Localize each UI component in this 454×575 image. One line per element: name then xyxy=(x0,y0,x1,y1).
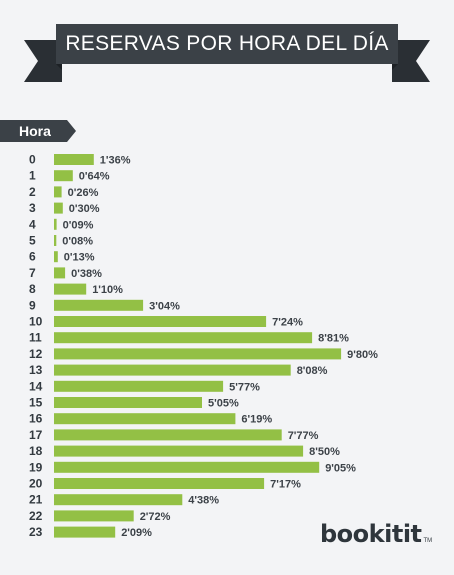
value-label: 6'19% xyxy=(241,414,272,426)
bar xyxy=(54,478,265,489)
ribbon-band xyxy=(56,24,398,64)
bar xyxy=(54,218,57,230)
value-label: 4'38% xyxy=(188,495,219,507)
category-label: 15 xyxy=(29,396,43,410)
category-label: 13 xyxy=(29,363,43,377)
category-label: 14 xyxy=(29,379,43,393)
value-label: 8'50% xyxy=(309,446,340,458)
bar xyxy=(54,348,342,360)
bar xyxy=(54,380,224,392)
category-label: 21 xyxy=(29,493,43,507)
bar xyxy=(54,251,58,263)
value-label: 3'04% xyxy=(149,300,180,312)
category-label: 2 xyxy=(29,185,36,199)
value-label: 8'08% xyxy=(297,365,328,377)
brand-name: bookitit xyxy=(320,520,422,548)
brand-logo: bookitit TM xyxy=(320,518,432,548)
bar xyxy=(54,397,202,408)
bar xyxy=(54,413,236,425)
ribbon-fold-left xyxy=(56,64,62,70)
value-label: 8'81% xyxy=(318,333,349,345)
bar xyxy=(54,494,183,506)
value-label: 2'09% xyxy=(121,527,152,539)
category-label: 7 xyxy=(29,266,36,280)
category-label: 18 xyxy=(29,444,43,458)
bar xyxy=(54,461,320,473)
ribbon-tail-left xyxy=(24,40,62,82)
value-label: 9'80% xyxy=(347,349,378,361)
bar xyxy=(54,154,94,165)
ribbon-tail-right xyxy=(392,40,430,82)
category-label: 1 xyxy=(29,169,36,183)
value-label: 1'36% xyxy=(100,155,131,167)
value-label: 0'13% xyxy=(64,252,95,264)
bar xyxy=(54,526,116,538)
value-label: 5'77% xyxy=(229,381,260,393)
value-label: 7'17% xyxy=(270,479,301,491)
bar xyxy=(54,267,66,279)
bar xyxy=(54,186,62,198)
chart-title: RESERVAS POR HORA DEL DÍA xyxy=(65,32,389,55)
category-label: 6 xyxy=(29,250,36,264)
value-label: 7'24% xyxy=(272,317,303,329)
category-label: 22 xyxy=(29,509,43,523)
category-label: 12 xyxy=(29,347,43,361)
axis-tag-label: Hora xyxy=(19,123,51,139)
value-label: 0'08% xyxy=(62,236,93,248)
bar xyxy=(54,332,313,344)
value-label: 0'30% xyxy=(69,203,100,215)
bar xyxy=(54,202,63,214)
bar xyxy=(54,445,304,457)
title-ribbon xyxy=(24,24,430,82)
value-label: 5'05% xyxy=(208,398,239,410)
category-label: 16 xyxy=(29,412,43,426)
bar xyxy=(54,170,73,182)
bar xyxy=(54,364,291,376)
category-label: 19 xyxy=(29,460,43,474)
value-label: 7'77% xyxy=(288,430,319,442)
bar xyxy=(54,316,267,327)
category-label: 17 xyxy=(29,428,43,442)
value-label: 0'26% xyxy=(68,187,99,199)
bar xyxy=(54,299,144,311)
value-label: 0'38% xyxy=(71,268,102,280)
value-label: 2'72% xyxy=(140,511,171,523)
category-label: 9 xyxy=(29,298,36,312)
value-label: 0'64% xyxy=(79,171,110,183)
bar xyxy=(54,510,134,522)
category-label: 11 xyxy=(29,331,42,345)
value-label: 9'05% xyxy=(325,462,356,474)
category-label: 4 xyxy=(29,217,36,231)
bar xyxy=(54,429,282,441)
category-label: 23 xyxy=(29,525,43,539)
category-label: 5 xyxy=(29,234,36,248)
value-label: 0'09% xyxy=(63,219,94,231)
ribbon-fold-right xyxy=(392,64,398,70)
axis-tag xyxy=(0,120,76,142)
category-label: 0 xyxy=(29,153,36,167)
brand-trademark: TM xyxy=(423,538,433,544)
bar xyxy=(54,235,57,246)
category-label: 8 xyxy=(29,282,36,296)
bar xyxy=(54,283,87,295)
value-label: 1'10% xyxy=(92,284,123,296)
axis-tag-shape xyxy=(0,120,76,142)
category-label: 20 xyxy=(29,477,43,491)
category-label: 3 xyxy=(29,201,36,215)
category-label: 10 xyxy=(29,315,43,329)
